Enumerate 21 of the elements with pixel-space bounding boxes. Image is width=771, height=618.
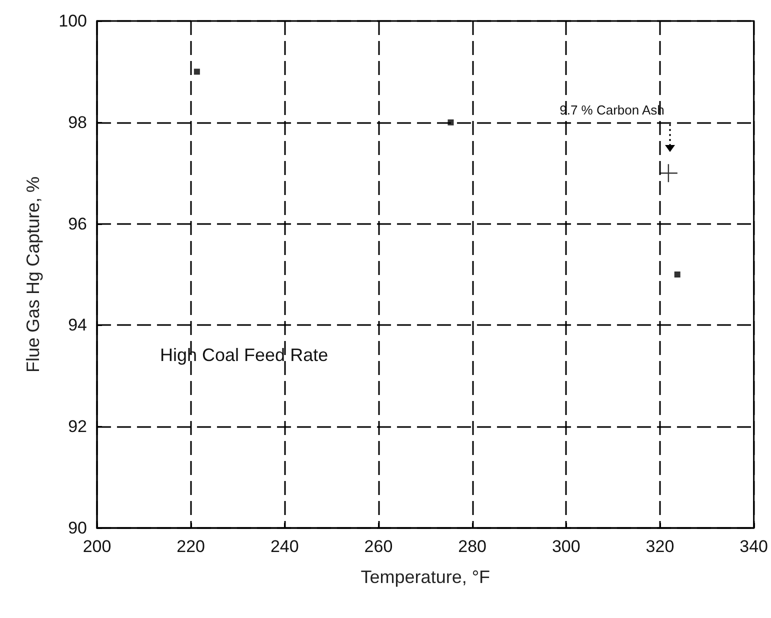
x-tick-label: 240 (270, 537, 299, 556)
y-tick-label: 92 (68, 417, 87, 436)
x-tick-label: 340 (740, 537, 768, 556)
x-tick-label: 300 (552, 537, 580, 556)
point (658, 164, 678, 183)
y-tick-label: 94 (68, 316, 87, 335)
y-tick-label: 90 (68, 518, 87, 538)
point (194, 68, 200, 75)
point (448, 119, 454, 126)
y-axis-title: Flue Gas Hg Capture, % (23, 176, 43, 373)
x-axis-title: Temperature, °F (360, 567, 490, 587)
x-tick-label: 220 (176, 537, 206, 556)
x-tick-label: 200 (82, 537, 112, 556)
x-tick-label: 260 (364, 537, 393, 556)
y-tick-label: 100 (58, 12, 87, 30)
x-tick-label: 320 (646, 537, 674, 556)
annotation: High Coal Feed Rate (160, 345, 328, 365)
y-tick-label: 98 (68, 112, 87, 132)
y-tick-label: 96 (68, 214, 87, 234)
point (674, 272, 680, 278)
x-tick-label: 280 (458, 537, 487, 556)
